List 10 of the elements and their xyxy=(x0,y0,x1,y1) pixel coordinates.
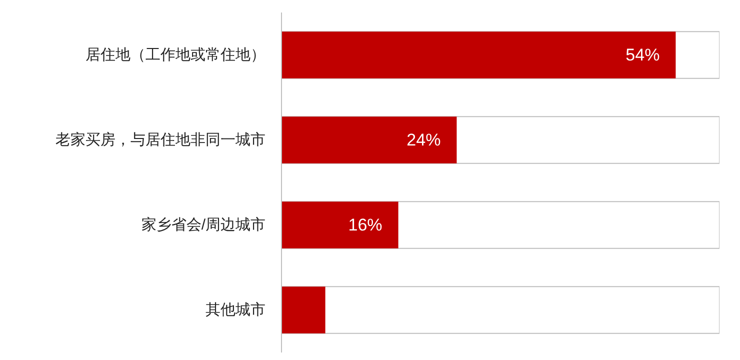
y-tick-label: 其他城市 xyxy=(206,302,266,318)
y-tick-label: 老家买房，与居住地非同一城市 xyxy=(56,132,266,148)
data-label: 54% xyxy=(626,46,660,64)
bar xyxy=(282,202,398,248)
y-tick-label: 居住地（工作地或常住地） xyxy=(86,46,266,64)
y-tick-label: 家乡省会/周边城市 xyxy=(141,216,266,234)
data-label: 16% xyxy=(348,216,382,234)
bar xyxy=(282,286,326,334)
bar xyxy=(282,116,457,164)
data-label: 24% xyxy=(406,130,441,150)
